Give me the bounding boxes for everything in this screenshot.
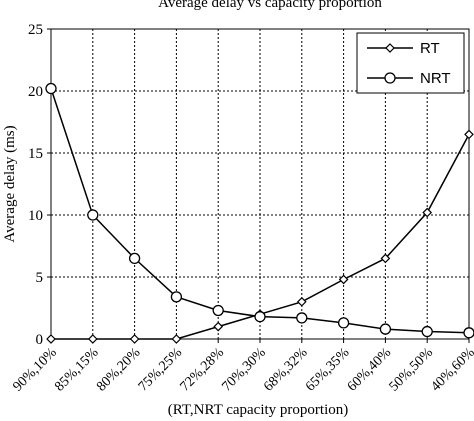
- series-rt-point: [380, 253, 391, 264]
- y-axis-label: Average delay (ms): [2, 125, 18, 242]
- y-tick-label: 15: [28, 146, 43, 162]
- series-nrt-point: [463, 327, 474, 339]
- y-tick-label: 5: [36, 270, 44, 286]
- legend-nrt-label: NRT: [420, 70, 451, 87]
- chart-title: Average delay vs capacity proportion: [158, 0, 382, 11]
- series-nrt-point: [421, 325, 433, 338]
- y-tick-label: 0: [36, 332, 44, 348]
- series-nrt: [45, 82, 474, 339]
- series-nrt-point: [296, 312, 308, 324]
- x-axis-ticks: 90%,10%85%,15%80%,20%75%,25%72%,28%70%,3…: [10, 339, 474, 395]
- series-rt-point: [213, 321, 224, 332]
- series-rt-point: [171, 334, 182, 344]
- series-nrt-point: [254, 311, 266, 323]
- y-tick-label: 25: [28, 22, 43, 38]
- series-rt-point: [46, 334, 56, 344]
- series-rt-point: [296, 296, 307, 307]
- legend-rt-marker: [385, 43, 395, 53]
- series-nrt-point: [45, 82, 57, 95]
- series-rt-point: [87, 334, 98, 344]
- x-tick-label: 72%,28%: [178, 345, 228, 395]
- x-tick-label: 70%,30%: [219, 345, 269, 395]
- series-rt-point: [422, 207, 433, 218]
- series-nrt-point: [170, 291, 183, 303]
- y-tick-label: 20: [28, 84, 43, 100]
- x-tick-label: 60%,40%: [345, 345, 395, 395]
- series-group: [45, 82, 474, 344]
- series-rt-point: [338, 274, 349, 285]
- legend-item-nrt: NRT: [367, 70, 451, 87]
- legend-box: [356, 32, 465, 94]
- x-tick-label: 85%,15%: [52, 345, 102, 395]
- legend-nrt-marker: [384, 72, 396, 84]
- series-rt-point: [129, 334, 140, 344]
- x-axis-label: (RT,NRT capacity proportion): [168, 402, 349, 418]
- series-nrt-point: [379, 323, 392, 335]
- x-tick-label: 80%,20%: [94, 345, 144, 395]
- legend-item-rt: RT: [367, 40, 440, 57]
- x-tick-label: 65%,35%: [303, 345, 353, 395]
- x-tick-label: 40%,60%: [428, 345, 474, 395]
- legend-rt-label: RT: [420, 40, 440, 57]
- x-tick-label: 90%,10%: [10, 345, 60, 395]
- series-nrt-point: [212, 304, 224, 317]
- series-rt-point: [464, 129, 474, 140]
- legend: RT NRT: [356, 32, 465, 94]
- x-tick-label: 50%,50%: [387, 345, 437, 395]
- plot-area-frame: [50, 28, 470, 340]
- y-axis-ticks: 0 5 10 15 20 25: [28, 22, 51, 348]
- x-tick-label: 75%,25%: [136, 345, 186, 395]
- x-tick-label: 68%,32%: [261, 345, 311, 395]
- series-nrt-point: [87, 209, 99, 221]
- series-nrt-point: [337, 317, 350, 329]
- series-nrt-point: [128, 252, 141, 265]
- y-tick-label: 10: [28, 208, 43, 224]
